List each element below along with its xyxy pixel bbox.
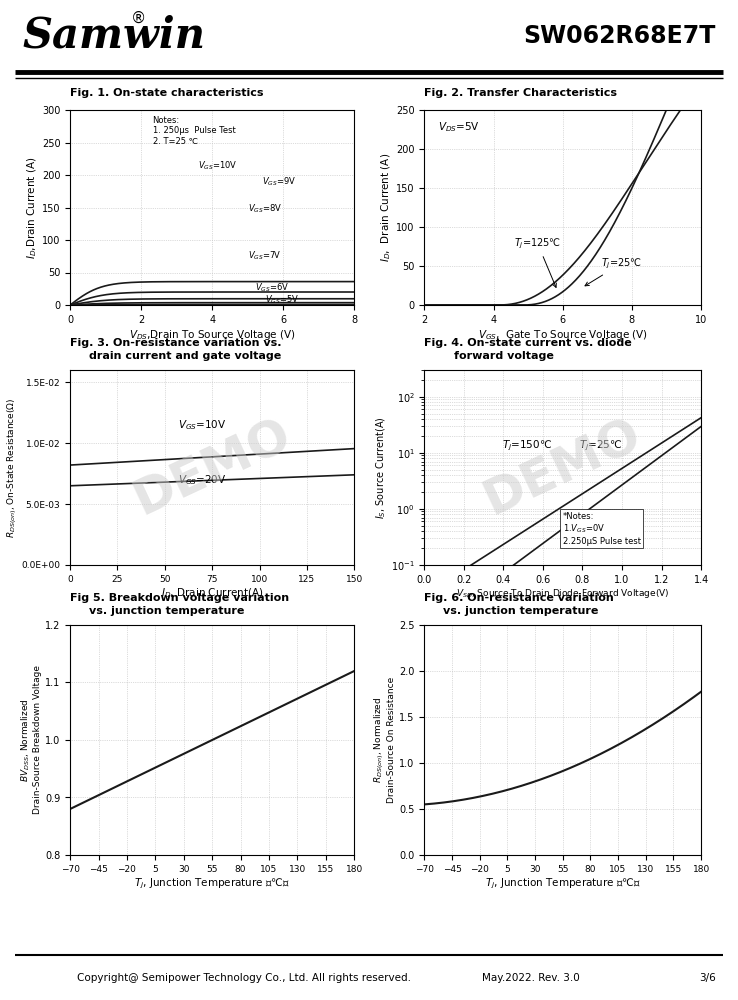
Text: ®: ® xyxy=(131,11,147,26)
Y-axis label: $BV_{DSS}$, Normalized
Drain-Source Breakdown Voltage: $BV_{DSS}$, Normalized Drain-Source Brea… xyxy=(19,666,42,814)
Y-axis label: $I_D$,  Drain Current (A): $I_D$, Drain Current (A) xyxy=(379,153,393,262)
Text: SW062R68E7T: SW062R68E7T xyxy=(523,24,716,48)
X-axis label: $T_j$, Junction Temperature （℃）: $T_j$, Junction Temperature （℃） xyxy=(134,876,290,891)
Text: $V_{GS}$=10V: $V_{GS}$=10V xyxy=(198,159,238,172)
Text: DEMO: DEMO xyxy=(477,410,649,525)
Text: $V_{GS}$=9V: $V_{GS}$=9V xyxy=(262,175,296,188)
Text: Samwin: Samwin xyxy=(22,15,205,57)
Text: Notes:
1. 250μs  Pulse Test
2. T=25 ℃: Notes: 1. 250μs Pulse Test 2. T=25 ℃ xyxy=(153,116,235,146)
X-axis label: $V_{DS}$,Drain To Source Voltage (V): $V_{DS}$,Drain To Source Voltage (V) xyxy=(129,328,295,342)
Text: $V_{GS}$=7V: $V_{GS}$=7V xyxy=(248,249,280,262)
X-axis label: $V_{SD}$, Source To Drain Diode Forward Voltage(V): $V_{SD}$, Source To Drain Diode Forward … xyxy=(456,587,669,600)
Text: $V_{DS}$=5V: $V_{DS}$=5V xyxy=(438,120,480,134)
Text: $T_j$=25℃: $T_j$=25℃ xyxy=(585,256,642,286)
X-axis label: $V_{GS}$,  Gate To Source Voltage (V): $V_{GS}$, Gate To Source Voltage (V) xyxy=(477,328,648,342)
Text: *Notes:
1.$V_{GS}$=0V
2.250μS Pulse test: *Notes: 1.$V_{GS}$=0V 2.250μS Pulse test xyxy=(563,512,641,546)
Y-axis label: $I_D$,Drain Current (A): $I_D$,Drain Current (A) xyxy=(25,156,39,259)
Text: $V_{GS}$=20V: $V_{GS}$=20V xyxy=(178,473,227,487)
Text: $T_j$=150℃: $T_j$=150℃ xyxy=(502,438,552,453)
Text: Fig. 2. Transfer Characteristics: Fig. 2. Transfer Characteristics xyxy=(424,88,618,98)
Text: Fig. 6. On-resistance variation: Fig. 6. On-resistance variation xyxy=(424,593,614,603)
Text: 3/6: 3/6 xyxy=(699,973,716,983)
Text: Fig. 1. On-state characteristics: Fig. 1. On-state characteristics xyxy=(70,88,263,98)
X-axis label: $I_D$, Drain Current(A): $I_D$, Drain Current(A) xyxy=(161,586,263,600)
Text: $V_{GS}$=8V: $V_{GS}$=8V xyxy=(248,203,282,215)
Text: $T_j$=125℃: $T_j$=125℃ xyxy=(514,237,562,287)
Text: Fig 5. Breakdown voltage variation: Fig 5. Breakdown voltage variation xyxy=(70,593,289,603)
Text: Fig. 4. On-state current vs. diode: Fig. 4. On-state current vs. diode xyxy=(424,338,632,348)
Text: $V_{GS}$=6V: $V_{GS}$=6V xyxy=(255,282,289,294)
Text: DEMO: DEMO xyxy=(126,410,298,525)
Y-axis label: $I_S$, Source Current(A): $I_S$, Source Current(A) xyxy=(374,416,388,519)
Text: drain current and gate voltage: drain current and gate voltage xyxy=(89,351,281,361)
Text: $V_{GS}$=10V: $V_{GS}$=10V xyxy=(178,418,227,432)
Text: $V_{GS}$=5V: $V_{GS}$=5V xyxy=(266,294,300,306)
Text: Fig. 3. On-resistance variation vs.: Fig. 3. On-resistance variation vs. xyxy=(70,338,282,348)
Text: vs. junction temperature: vs. junction temperature xyxy=(89,606,244,616)
Text: May.2022. Rev. 3.0: May.2022. Rev. 3.0 xyxy=(483,973,580,983)
Text: Copyright@ Semipower Technology Co., Ltd. All rights reserved.: Copyright@ Semipower Technology Co., Ltd… xyxy=(77,973,410,983)
Text: forward voltage: forward voltage xyxy=(454,351,554,361)
X-axis label: $T_j$, Junction Temperature （℃）: $T_j$, Junction Temperature （℃） xyxy=(485,876,641,891)
Y-axis label: $R_{DS(on)}$, On-State Resistance(Ω): $R_{DS(on)}$, On-State Resistance(Ω) xyxy=(5,397,18,538)
Y-axis label: $R_{DS(on)}$, Normalized
Drain-Source On Resistance: $R_{DS(on)}$, Normalized Drain-Source On… xyxy=(372,677,396,803)
Text: $T_j$=25℃: $T_j$=25℃ xyxy=(579,438,623,453)
Text: vs. junction temperature: vs. junction temperature xyxy=(443,606,599,616)
